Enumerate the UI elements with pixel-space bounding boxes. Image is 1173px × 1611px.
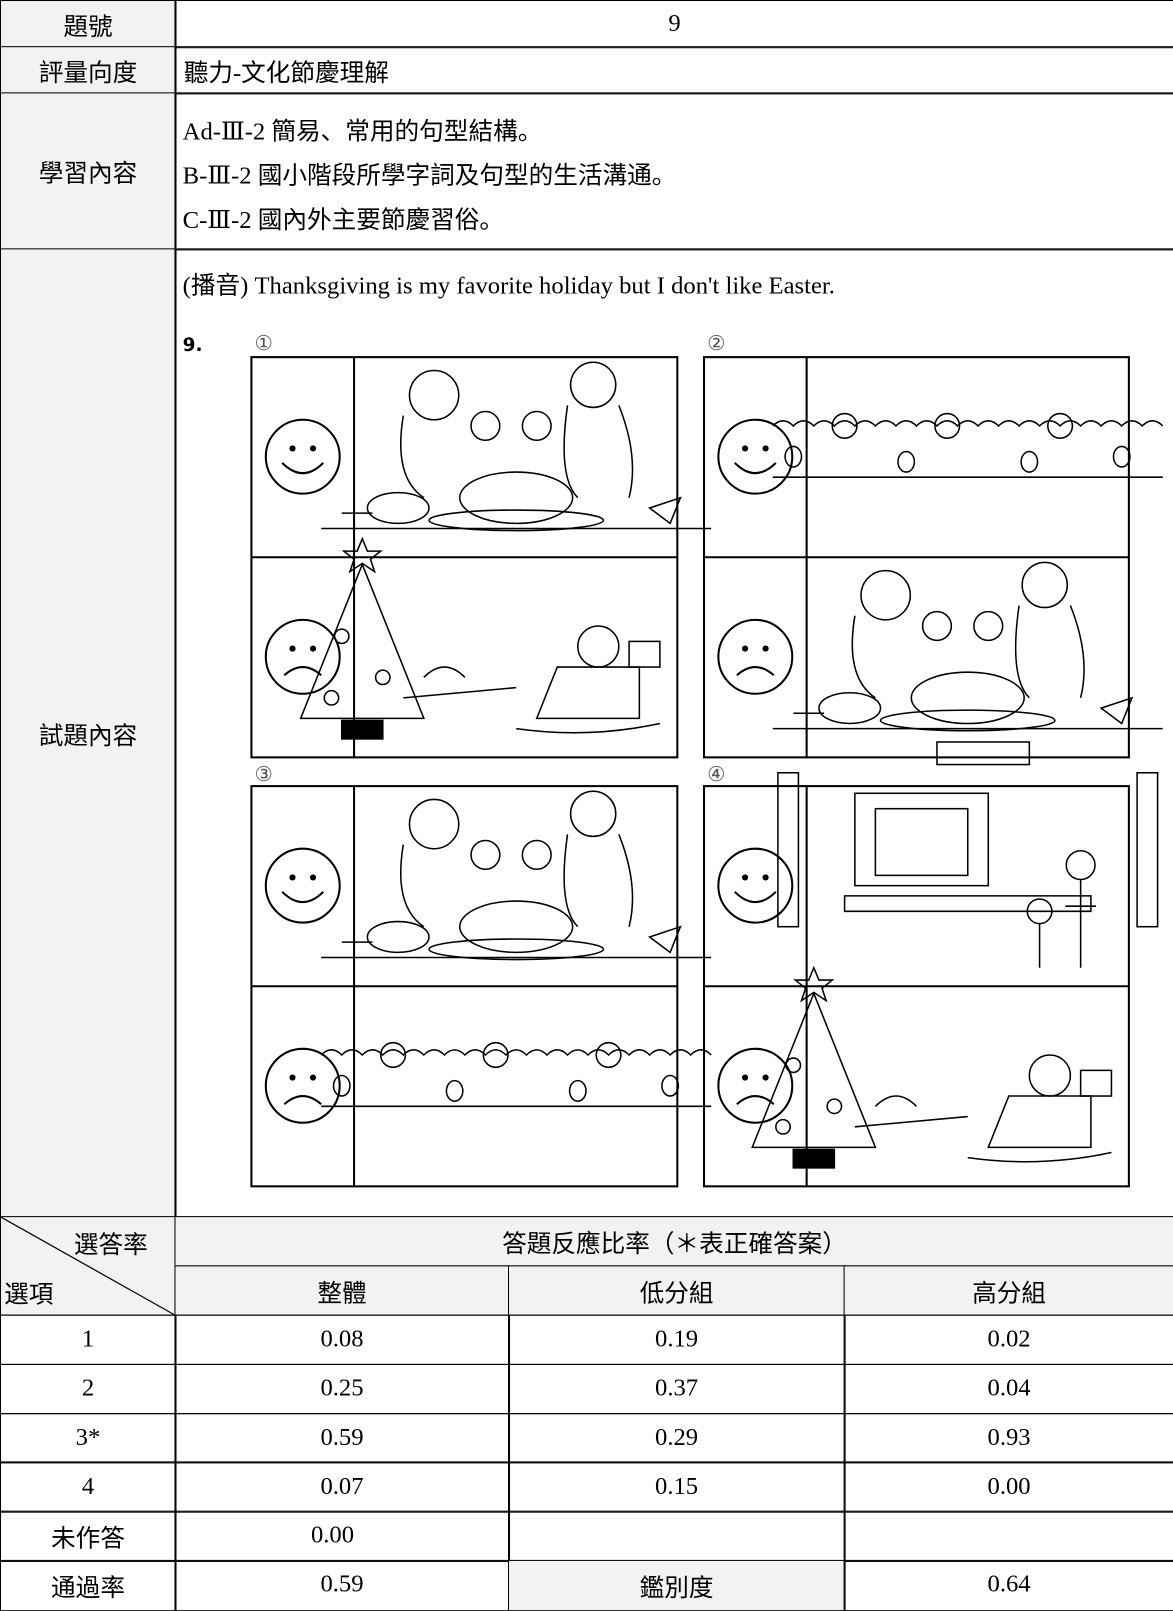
option-number: ①	[254, 332, 273, 356]
value-cell: 0.64	[843, 1560, 1173, 1611]
option-cell: 3*	[0, 1412, 177, 1464]
column-header: 整體	[174, 1265, 510, 1316]
ratio-cell: 0.25	[174, 1363, 510, 1415]
corner-cell	[0, 1216, 177, 1316]
content-line: C-Ⅲ-2 國內外主要節慶習俗。	[182, 207, 505, 234]
option-cell: 4	[0, 1461, 177, 1513]
stats-title: 答題反應比率（＊表正確答案）	[174, 1216, 1173, 1267]
label-cell: 評量向度	[0, 46, 177, 94]
option-cell: 1	[0, 1314, 177, 1366]
empty-cell	[843, 1510, 1173, 1562]
ratio-cell: 0.00	[843, 1461, 1173, 1513]
option-number: ④	[707, 763, 726, 787]
ratio-cell: 0.02	[843, 1314, 1173, 1366]
corner-top: 選答率	[73, 1232, 148, 1260]
audio-text: (播音) Thanksgiving is my favorite holiday…	[182, 272, 835, 300]
label-cell: 鑑別度	[507, 1560, 846, 1611]
ratio-cell: 0.19	[507, 1314, 846, 1366]
label-cell: 通過率	[0, 1560, 177, 1611]
option-number: ②	[707, 332, 726, 356]
option-number: ③	[254, 763, 273, 787]
value-cell: 聽力-文化節慶理解	[174, 46, 1173, 94]
ratio-cell: 0.59	[174, 1412, 510, 1464]
corner-bottom: 選項	[4, 1281, 54, 1309]
empty-cell	[507, 1510, 846, 1562]
ratio-cell: 0.07	[174, 1461, 510, 1513]
corner-diagonal	[1, 1217, 176, 1316]
label-cell: 試題內容	[0, 248, 177, 1218]
value-cell	[174, 92, 1173, 250]
label-cell: 未作答	[0, 1510, 177, 1562]
content-line: B-Ⅲ-2 國小階段所學字詞及句型的生活溝通。	[182, 163, 677, 190]
label-cell: 題號	[0, 0, 177, 48]
column-header: 高分組	[843, 1265, 1173, 1316]
ratio-cell: 0.08	[174, 1314, 510, 1366]
content-line: Ad-Ⅲ-2 簡易、常用的句型結構。	[182, 119, 543, 146]
ratio-cell: 0.15	[507, 1461, 846, 1513]
label-cell: 學習內容	[0, 92, 177, 250]
value-cell: 0.59	[174, 1560, 510, 1611]
ratio-cell: 0.04	[843, 1363, 1173, 1415]
item-number: 9.	[182, 334, 203, 357]
value-cell: 0.00	[174, 1510, 510, 1562]
option-cell: 2	[0, 1363, 177, 1415]
ratio-cell: 0.29	[507, 1412, 846, 1464]
value-cell: 9	[174, 0, 1173, 48]
value-cell	[174, 248, 1173, 1218]
ratio-cell: 0.37	[507, 1363, 846, 1415]
column-header: 低分組	[507, 1265, 846, 1316]
ratio-cell: 0.93	[843, 1412, 1173, 1464]
